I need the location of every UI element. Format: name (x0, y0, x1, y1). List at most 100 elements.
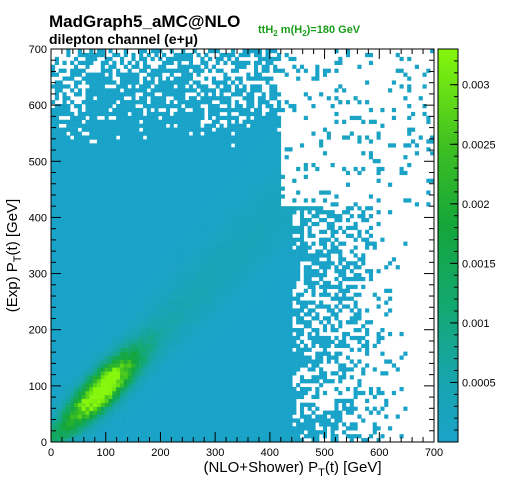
heatmap-cell (242, 111, 247, 117)
heatmap-cell (154, 182, 159, 187)
heatmap-cell (70, 383, 75, 388)
heatmap-cell (150, 241, 155, 246)
heatmap-cell (62, 265, 67, 270)
heatmap-cell (96, 111, 102, 117)
heatmap-cell (246, 139, 251, 144)
heatmap-cell (169, 351, 174, 356)
heatmap-cell (158, 288, 163, 293)
heatmap-cell (238, 166, 243, 172)
heatmap-cell (108, 206, 113, 211)
heatmap-cell (188, 269, 194, 274)
heatmap-cell (253, 159, 259, 164)
heatmap-cell (119, 351, 125, 356)
heatmap-cell (62, 284, 67, 290)
heatmap-cell (93, 155, 98, 160)
heatmap-cell (227, 127, 232, 132)
heatmap-cell (204, 269, 209, 274)
heatmap-cell (100, 60, 105, 66)
heatmap-cell (142, 355, 148, 360)
heatmap-cell (188, 159, 194, 164)
heatmap-cell (192, 402, 197, 407)
heatmap-cell (131, 308, 136, 313)
heatmap-cell (100, 300, 105, 305)
heatmap-cell (66, 166, 71, 172)
heatmap-cell (215, 245, 220, 250)
heatmap-cell (127, 225, 132, 231)
heatmap-cell (173, 111, 178, 117)
heatmap-cell (154, 390, 159, 396)
heatmap-cell (108, 335, 113, 341)
heatmap-cell (192, 343, 197, 348)
heatmap-cell (169, 115, 174, 121)
heatmap-cell (150, 80, 155, 85)
heatmap-cell (200, 300, 205, 305)
heatmap-cell (162, 343, 167, 348)
heatmap-cell (131, 64, 136, 69)
heatmap-cell (231, 335, 236, 341)
heatmap-cell (108, 147, 113, 152)
heatmap-cell (62, 273, 67, 278)
heatmap-cell (165, 410, 171, 415)
heatmap-cell (173, 221, 178, 227)
heatmap-cell (81, 328, 86, 333)
heatmap-cell (196, 253, 201, 258)
heatmap-cell (177, 60, 182, 66)
heatmap-cell (246, 257, 251, 262)
heatmap-cell (158, 269, 163, 274)
heatmap-cell (185, 214, 190, 219)
heatmap-cell (150, 335, 155, 341)
heatmap-cell (135, 143, 140, 148)
heatmap-cell (66, 104, 71, 109)
heatmap-cell (100, 320, 105, 325)
heatmap-cell (119, 316, 125, 321)
heatmap-cell (219, 237, 224, 242)
heatmap-cell (66, 328, 71, 333)
heatmap-cell (112, 159, 117, 164)
heatmap-cell (196, 72, 201, 77)
heatmap-cell (127, 139, 132, 144)
heatmap-cell (127, 434, 132, 439)
heatmap-cell (119, 324, 125, 329)
heatmap-cell (89, 186, 94, 191)
heatmap-cell (250, 182, 255, 187)
heatmap-cell (250, 147, 255, 152)
heatmap-cell (100, 375, 105, 380)
heatmap-cell (238, 170, 243, 176)
heatmap-cell (215, 265, 220, 270)
heatmap-cell (242, 288, 247, 293)
heatmap-cell (219, 68, 224, 73)
heatmap-cell (211, 237, 216, 242)
heatmap-cell (234, 143, 239, 148)
heatmap-cell (234, 390, 239, 396)
heatmap-cell (123, 233, 128, 238)
heatmap-cell (73, 383, 79, 388)
heatmap-cell (146, 296, 151, 301)
heatmap-cell (177, 316, 182, 321)
heatmap-cell (127, 367, 132, 372)
heatmap-cell (58, 371, 63, 376)
heatmap-cell (238, 162, 243, 168)
heatmap-cell (112, 339, 117, 345)
heatmap-cell (250, 335, 255, 341)
heatmap-cell (100, 308, 105, 313)
heatmap-cell (242, 328, 247, 333)
heatmap-cell (246, 210, 251, 215)
heatmap-cell (154, 198, 159, 203)
heatmap-cell (162, 383, 167, 388)
heatmap-cell (204, 402, 209, 407)
heatmap-cell (192, 386, 197, 392)
heatmap-cell (234, 379, 239, 384)
heatmap-cell (154, 162, 159, 168)
heatmap-cell (81, 414, 86, 419)
heatmap-cell (158, 249, 163, 254)
heatmap-cell (231, 402, 236, 407)
heatmap-cell (66, 363, 71, 368)
heatmap-cell (77, 410, 82, 415)
heatmap-cell (66, 261, 71, 266)
heatmap-cell (70, 402, 75, 407)
heatmap-cell (127, 194, 132, 199)
heatmap-cell (104, 80, 109, 85)
heatmap-cell (85, 292, 90, 297)
heatmap-cell (119, 107, 125, 113)
heatmap-cell (253, 198, 259, 203)
